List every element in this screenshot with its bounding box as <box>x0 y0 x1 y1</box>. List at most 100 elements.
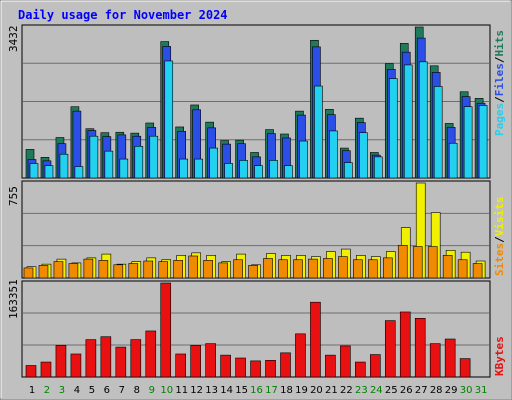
x-tick-label-17: 17 <box>265 385 278 396</box>
bar-pages-22 <box>344 162 353 179</box>
bar-sites-17 <box>263 258 273 279</box>
bar-pages-26 <box>403 64 413 179</box>
bar-sites-21 <box>323 258 333 279</box>
bar-pages-31 <box>478 105 488 179</box>
bar-sites-12 <box>188 255 198 279</box>
bar-pages-4 <box>74 166 84 179</box>
bar-sites-14 <box>218 262 228 279</box>
bar-sites-31 <box>472 263 483 279</box>
bar-sites-2 <box>38 265 49 279</box>
bar-sites-8 <box>128 263 139 279</box>
bar-sites-18 <box>278 259 288 279</box>
bar-kbytes-17 <box>265 360 276 378</box>
bar-sites-23 <box>353 259 363 279</box>
bar-kbytes-6 <box>100 336 112 378</box>
legend-kbytes: KBytes <box>493 336 506 376</box>
bar-sites-16 <box>248 265 258 279</box>
bar-sites-25 <box>382 257 393 279</box>
legend-visits: Visits <box>493 197 506 237</box>
x-tick-label-15: 15 <box>235 385 248 396</box>
legend-sites: Sites <box>493 243 506 276</box>
bar-kbytes-13 <box>205 343 216 378</box>
legend-hits: Hits <box>493 30 506 57</box>
legend-pages: Pages <box>493 103 506 136</box>
bar-kbytes-11 <box>175 353 186 378</box>
bar-pages-30 <box>463 106 473 179</box>
x-tick-label-5: 5 <box>89 385 95 396</box>
bar-sites-9 <box>143 260 154 279</box>
bar-sites-7 <box>113 264 124 279</box>
middle-ymax-label: 755 <box>7 186 20 206</box>
x-tick-label-10: 10 <box>160 385 173 396</box>
bar-pages-16 <box>254 165 263 179</box>
bar-kbytes-28 <box>429 343 441 378</box>
bar-pages-11 <box>179 158 188 179</box>
bar-pages-21 <box>329 130 338 179</box>
x-tick-label-4: 4 <box>74 385 80 396</box>
bottom-side-legend: KBytes <box>493 336 506 376</box>
top-ymax-label: 3432 <box>7 26 20 53</box>
x-tick-label-21: 21 <box>325 385 338 396</box>
bar-kbytes-16 <box>250 360 261 378</box>
bar-sites-29 <box>442 255 453 279</box>
x-tick-label-14: 14 <box>220 385 233 396</box>
bar-sites-27 <box>412 246 423 279</box>
bar-sites-26 <box>397 244 408 279</box>
bar-kbytes-19 <box>295 333 306 378</box>
bar-pages-13 <box>209 147 218 179</box>
bar-kbytes-30 <box>459 358 471 378</box>
x-tick-label-19: 19 <box>295 385 308 396</box>
bar-kbytes-8 <box>130 339 142 378</box>
bar-kbytes-12 <box>190 345 201 378</box>
x-tick-label-7: 7 <box>119 385 125 396</box>
bar-kbytes-9 <box>145 330 157 378</box>
bar-kbytes-23 <box>355 361 366 378</box>
bar-sites-6 <box>98 260 109 279</box>
x-tick-label-26: 26 <box>400 385 413 396</box>
bar-kbytes-18 <box>280 352 291 378</box>
bar-pages-10 <box>164 60 174 179</box>
bar-sites-13 <box>203 260 213 279</box>
bar-sites-3 <box>53 261 64 279</box>
x-tick-label-22: 22 <box>340 385 353 396</box>
bar-pages-2 <box>44 165 54 179</box>
x-tick-label-27: 27 <box>415 385 428 396</box>
bar-pages-17 <box>269 160 278 179</box>
bar-pages-6 <box>104 150 114 179</box>
bar-pages-29 <box>448 142 458 179</box>
bar-kbytes-20 <box>310 301 321 378</box>
x-tick-label-25: 25 <box>385 385 398 396</box>
x-tick-label-2: 2 <box>44 385 50 396</box>
x-tick-label-13: 13 <box>205 385 218 396</box>
bar-kbytes-14 <box>220 354 231 378</box>
bar-pages-3 <box>59 153 69 179</box>
x-tick-label-29: 29 <box>445 385 458 396</box>
x-tick-label-28: 28 <box>430 385 443 396</box>
x-tick-label-6: 6 <box>104 385 110 396</box>
bar-pages-14 <box>224 163 233 179</box>
bar-pages-15 <box>239 160 248 179</box>
bar-pages-12 <box>194 158 203 179</box>
x-tick-label-12: 12 <box>190 385 203 396</box>
x-tick-label-24: 24 <box>370 385 383 396</box>
bar-sites-20 <box>308 258 318 279</box>
bar-kbytes-4 <box>70 353 82 378</box>
bar-kbytes-7 <box>115 346 127 378</box>
bar-sites-15 <box>233 259 243 279</box>
x-tick-label-11: 11 <box>175 385 188 396</box>
bar-sites-30 <box>457 259 468 279</box>
x-tick-label-20: 20 <box>310 385 323 396</box>
legend-files: Files <box>493 63 506 96</box>
bar-sites-24 <box>368 259 378 279</box>
bar-kbytes-26 <box>399 311 411 378</box>
bar-kbytes-21 <box>325 354 336 378</box>
bar-kbytes-15 <box>235 357 246 378</box>
bar-pages-25 <box>388 78 398 179</box>
bar-kbytes-2 <box>40 361 52 378</box>
bar-kbytes-24 <box>370 354 381 378</box>
x-tick-label-30: 30 <box>460 385 473 396</box>
bar-pages-9 <box>149 135 159 179</box>
bar-kbytes-1 <box>25 365 37 378</box>
middle-side-legend: Sites/Visits <box>493 197 506 277</box>
bar-sites-10 <box>158 261 169 279</box>
